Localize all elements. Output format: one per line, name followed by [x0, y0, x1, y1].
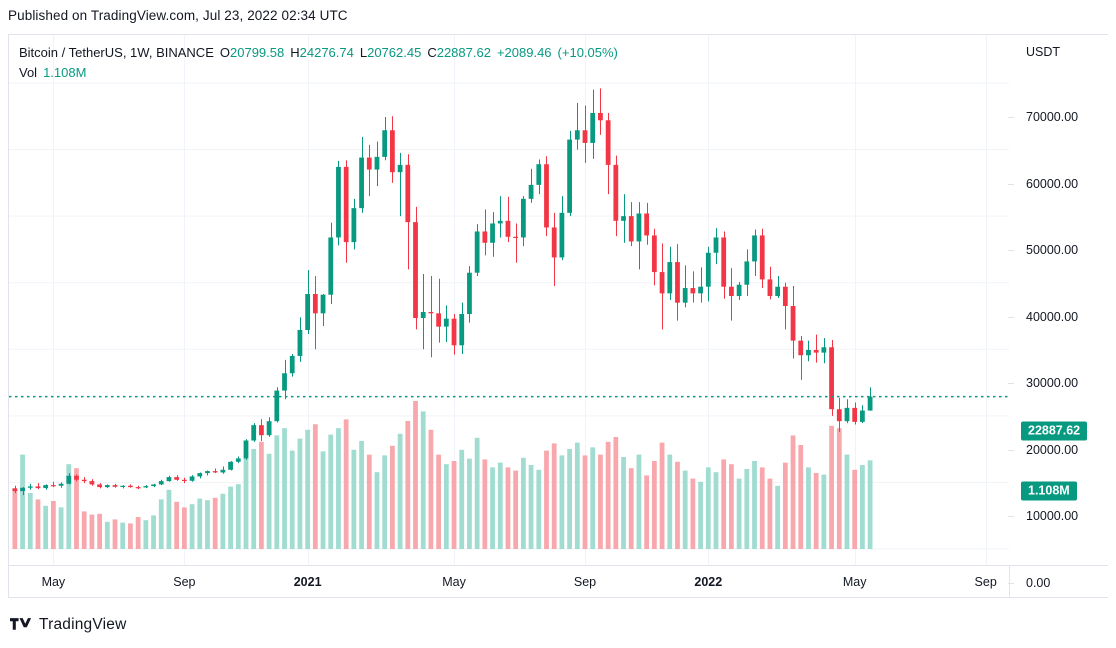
price-tick-label: 30000.00: [1026, 376, 1079, 391]
price-tick-mark: [1008, 183, 1014, 185]
price-axis[interactable]: USDT 70000.00 60000.00 50000.00 40000.00 300…: [1008, 34, 1108, 590]
price-tick-label: 0.00: [1026, 576, 1051, 590]
price-axis-currency: USDT: [1026, 45, 1061, 59]
tradingview-wordmark: TradingView: [39, 616, 127, 633]
time-tick-label: May: [842, 575, 867, 589]
price-tick-mark: [1008, 117, 1014, 118]
price-tick-mark: [1008, 316, 1014, 318]
price-tick-mark: [1008, 449, 1014, 451]
time-tick-label: Sep: [974, 575, 997, 589]
candlestick-plot: [9, 35, 1009, 565]
tradingview-mark-icon: [10, 617, 32, 630]
time-tick-label: Sep: [573, 575, 597, 589]
time-tick-label: 2022: [694, 575, 723, 589]
chart-frame[interactable]: Bitcoin / TetherUS, 1W, BINANCE O20799.58…: [8, 34, 1108, 566]
time-tick-label: 2021: [293, 575, 322, 589]
price-tick-mark: [1008, 583, 1014, 584]
price-tick-label: 20000.00: [1026, 442, 1079, 457]
published-caption: Published on TradingView.com, Jul 23, 20…: [8, 8, 348, 23]
price-tick-label: 70000.00: [1026, 110, 1079, 124]
price-tick-label: 10000.00: [1026, 509, 1079, 524]
chart-pane[interactable]: [9, 35, 1009, 565]
price-tick-mark: [1008, 516, 1014, 518]
time-tick-label: May: [41, 575, 66, 589]
price-tick-label: 50000.00: [1026, 243, 1079, 258]
price-tick-mark: [1008, 250, 1014, 252]
price-tick-mark: [1008, 383, 1014, 385]
axis-divider: [1009, 566, 1010, 598]
price-tick-label: 60000.00: [1026, 176, 1079, 191]
tradingview-logo[interactable]: TradingView: [10, 616, 127, 634]
time-tick-label: Sep: [173, 575, 196, 589]
volume-badge[interactable]: 1.108M: [1021, 481, 1077, 501]
price-tick-label: 40000.00: [1026, 309, 1079, 324]
time-axis[interactable]: May Sep 2021 May Sep 2022 May Sep: [8, 566, 1108, 598]
time-tick-label: May: [442, 575, 466, 589]
last-price-badge[interactable]: 22887.62: [1021, 421, 1088, 441]
